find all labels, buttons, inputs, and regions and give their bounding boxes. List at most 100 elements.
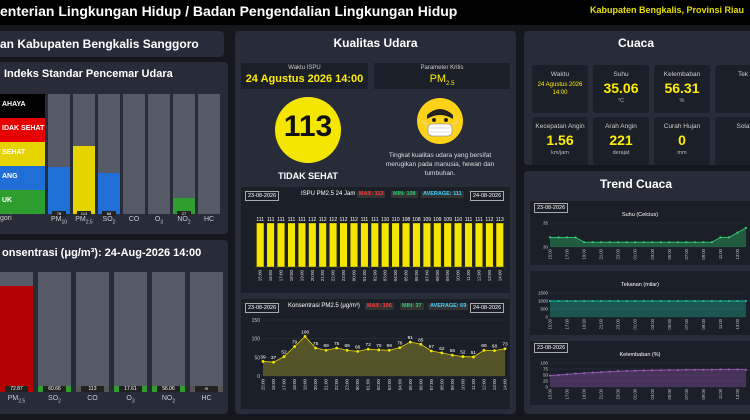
weather-cell-value: 0 xyxy=(678,132,686,148)
trend-point xyxy=(727,236,731,239)
ispu-24h-value: 110 xyxy=(392,217,400,223)
pm25-hour: 22:00 xyxy=(334,379,339,391)
trend-point xyxy=(625,369,628,373)
legend-item-3: ANG xyxy=(0,166,45,190)
ispu-24h-bar xyxy=(318,222,327,268)
ispu-24h-bar xyxy=(287,222,296,268)
ispu-max-badge: MAX: 113 xyxy=(357,191,386,198)
ispu-date-end[interactable]: 24-08-2026 xyxy=(470,191,505,201)
legend-item-2: SEHAT xyxy=(0,142,45,166)
ispu-index-title: Indeks Standar Pencemar Udara xyxy=(4,68,173,80)
ispu-24h-bar xyxy=(485,222,494,268)
ispu-24h-value: 108 xyxy=(402,217,411,223)
concentration-bar-track xyxy=(152,272,185,392)
ispu-bar-track xyxy=(123,94,145,214)
trend-point xyxy=(582,241,586,244)
ispu-index-panel: Indeks Standar Pencemar Udara AHAYA IDAK … xyxy=(0,62,228,234)
trend-hour: 23:00 xyxy=(616,248,621,259)
trend-date-0[interactable]: 23-08-2026 xyxy=(534,203,569,213)
trend-title-1: Tekanan (milar) xyxy=(621,282,659,288)
ispu-bar-label: O3 xyxy=(154,216,164,226)
pm25-hour: 19:00 xyxy=(303,379,308,391)
ispu-time-value: 24 Agustus 2026 14:00 xyxy=(245,73,364,85)
weather-cell-unit: derajat xyxy=(612,150,630,156)
ispu-bar xyxy=(73,146,95,214)
ispu-date-start[interactable]: 23-08-2026 xyxy=(245,191,280,201)
ispu-index-value: 113 xyxy=(283,110,333,143)
trend-hour: 11:00 xyxy=(718,318,723,329)
pm25-value-label: 72 xyxy=(366,342,372,348)
trend-point xyxy=(574,372,577,375)
trend-point xyxy=(565,236,569,239)
trend-point xyxy=(582,371,586,375)
trend-title-0: Suhu (Celcius) xyxy=(621,212,659,218)
concentration-bar-label: CO xyxy=(87,395,98,402)
trend-area xyxy=(550,369,746,387)
trend-chart-0: 23-08-2026 Suhu (Celcius) 30 35 15:00 17:00 19… xyxy=(530,201,750,265)
trend-ytick: 25 xyxy=(543,379,549,384)
pm25-date-end[interactable]: 24-08-2026 xyxy=(470,303,505,313)
trend-point xyxy=(693,299,696,303)
pm25-point xyxy=(461,355,465,358)
pm25-value-label: 73 xyxy=(502,342,508,348)
trend-point xyxy=(548,374,552,377)
ispu-24h-bar xyxy=(370,222,379,268)
trend-hour: 13:00 xyxy=(735,248,740,259)
trend-hour: 01:00 xyxy=(633,388,638,399)
trend-ytick: 50 xyxy=(543,373,549,378)
trend-point xyxy=(727,368,731,371)
ispu-bar-label: SO2 xyxy=(102,216,116,226)
trend-svg-1: 0 500 1000 1500 15:00 17:00 19:00 21:00 23:00 01:… xyxy=(538,291,748,329)
pm25-point xyxy=(261,360,265,363)
trend-hour: 05:00 xyxy=(667,248,672,259)
trend-chart-1: Tekanan (milar) 0 500 1000 1500 15:00 17:00 19:… xyxy=(530,271,750,335)
ispu-bar-label: HC xyxy=(203,216,215,223)
trend-hour: 01:00 xyxy=(633,318,638,329)
legend-item-label: IDAK SEHAT xyxy=(2,125,45,132)
trend-point xyxy=(693,368,696,371)
pm25-point xyxy=(314,346,318,350)
ispu-bars: 78 PM10 113 PM2.5 68 SO2 CO O3 27 NO2 HC xyxy=(48,94,222,230)
trend-ytick: 0 xyxy=(545,385,548,390)
trend-hour: 03:00 xyxy=(650,248,655,259)
air-quality-title: Kualitas Udara xyxy=(333,36,418,50)
ispu-24h-bar xyxy=(256,222,265,268)
ispu-24h-hour: 13:00 xyxy=(487,270,492,282)
trend-point xyxy=(710,241,714,244)
trend-hour: 05:00 xyxy=(667,388,672,399)
weather-cell-label: Kecepatan Angin xyxy=(535,123,585,130)
pm25-date-start[interactable]: 23-08-2026 xyxy=(245,303,280,313)
ispu-24h-hour: 02:00 xyxy=(372,270,377,282)
weather-cell-label: Tek xyxy=(737,71,749,78)
trend-hour: 13:00 xyxy=(735,388,740,399)
trend-hour: 09:00 xyxy=(701,388,706,399)
trend-ytick: 30 xyxy=(543,245,549,250)
weather-cell-5: Arah Angin 221 derajat xyxy=(593,117,649,165)
trend-point xyxy=(591,241,594,244)
pm25-point xyxy=(408,340,412,344)
trend-area xyxy=(550,301,746,317)
ispu-24h-value: 111 xyxy=(298,217,306,223)
trend-point xyxy=(659,369,662,372)
weather-cell-label: Curah Hujan xyxy=(663,123,701,130)
ispu-24h-hour: 09:00 xyxy=(445,270,450,282)
trend-date-2[interactable]: 23-08-2026 xyxy=(534,343,569,353)
masked-face-icon xyxy=(416,97,464,145)
trend-point xyxy=(702,299,705,303)
trend-ytick: 1000 xyxy=(538,299,549,304)
trend-point xyxy=(591,299,594,303)
ispu-24h-value: 110 xyxy=(381,217,389,223)
trend-point xyxy=(582,299,586,303)
trend-hour: 23:00 xyxy=(616,388,621,399)
trend-point xyxy=(719,236,722,239)
trend-hour: 19:00 xyxy=(582,248,587,259)
pm25-point xyxy=(440,351,444,355)
trend-ytick: 500 xyxy=(540,307,548,312)
trend-point xyxy=(617,299,620,303)
trend-point xyxy=(685,241,688,244)
weather-cell-label: Kelembaban xyxy=(663,71,701,78)
critical-param-label: Parameter Kritis xyxy=(420,65,464,71)
pm25-hour: 05:00 xyxy=(408,379,413,391)
weather-cell-unit: % xyxy=(679,98,685,104)
weather-cell-unit: km/jam xyxy=(551,150,569,156)
